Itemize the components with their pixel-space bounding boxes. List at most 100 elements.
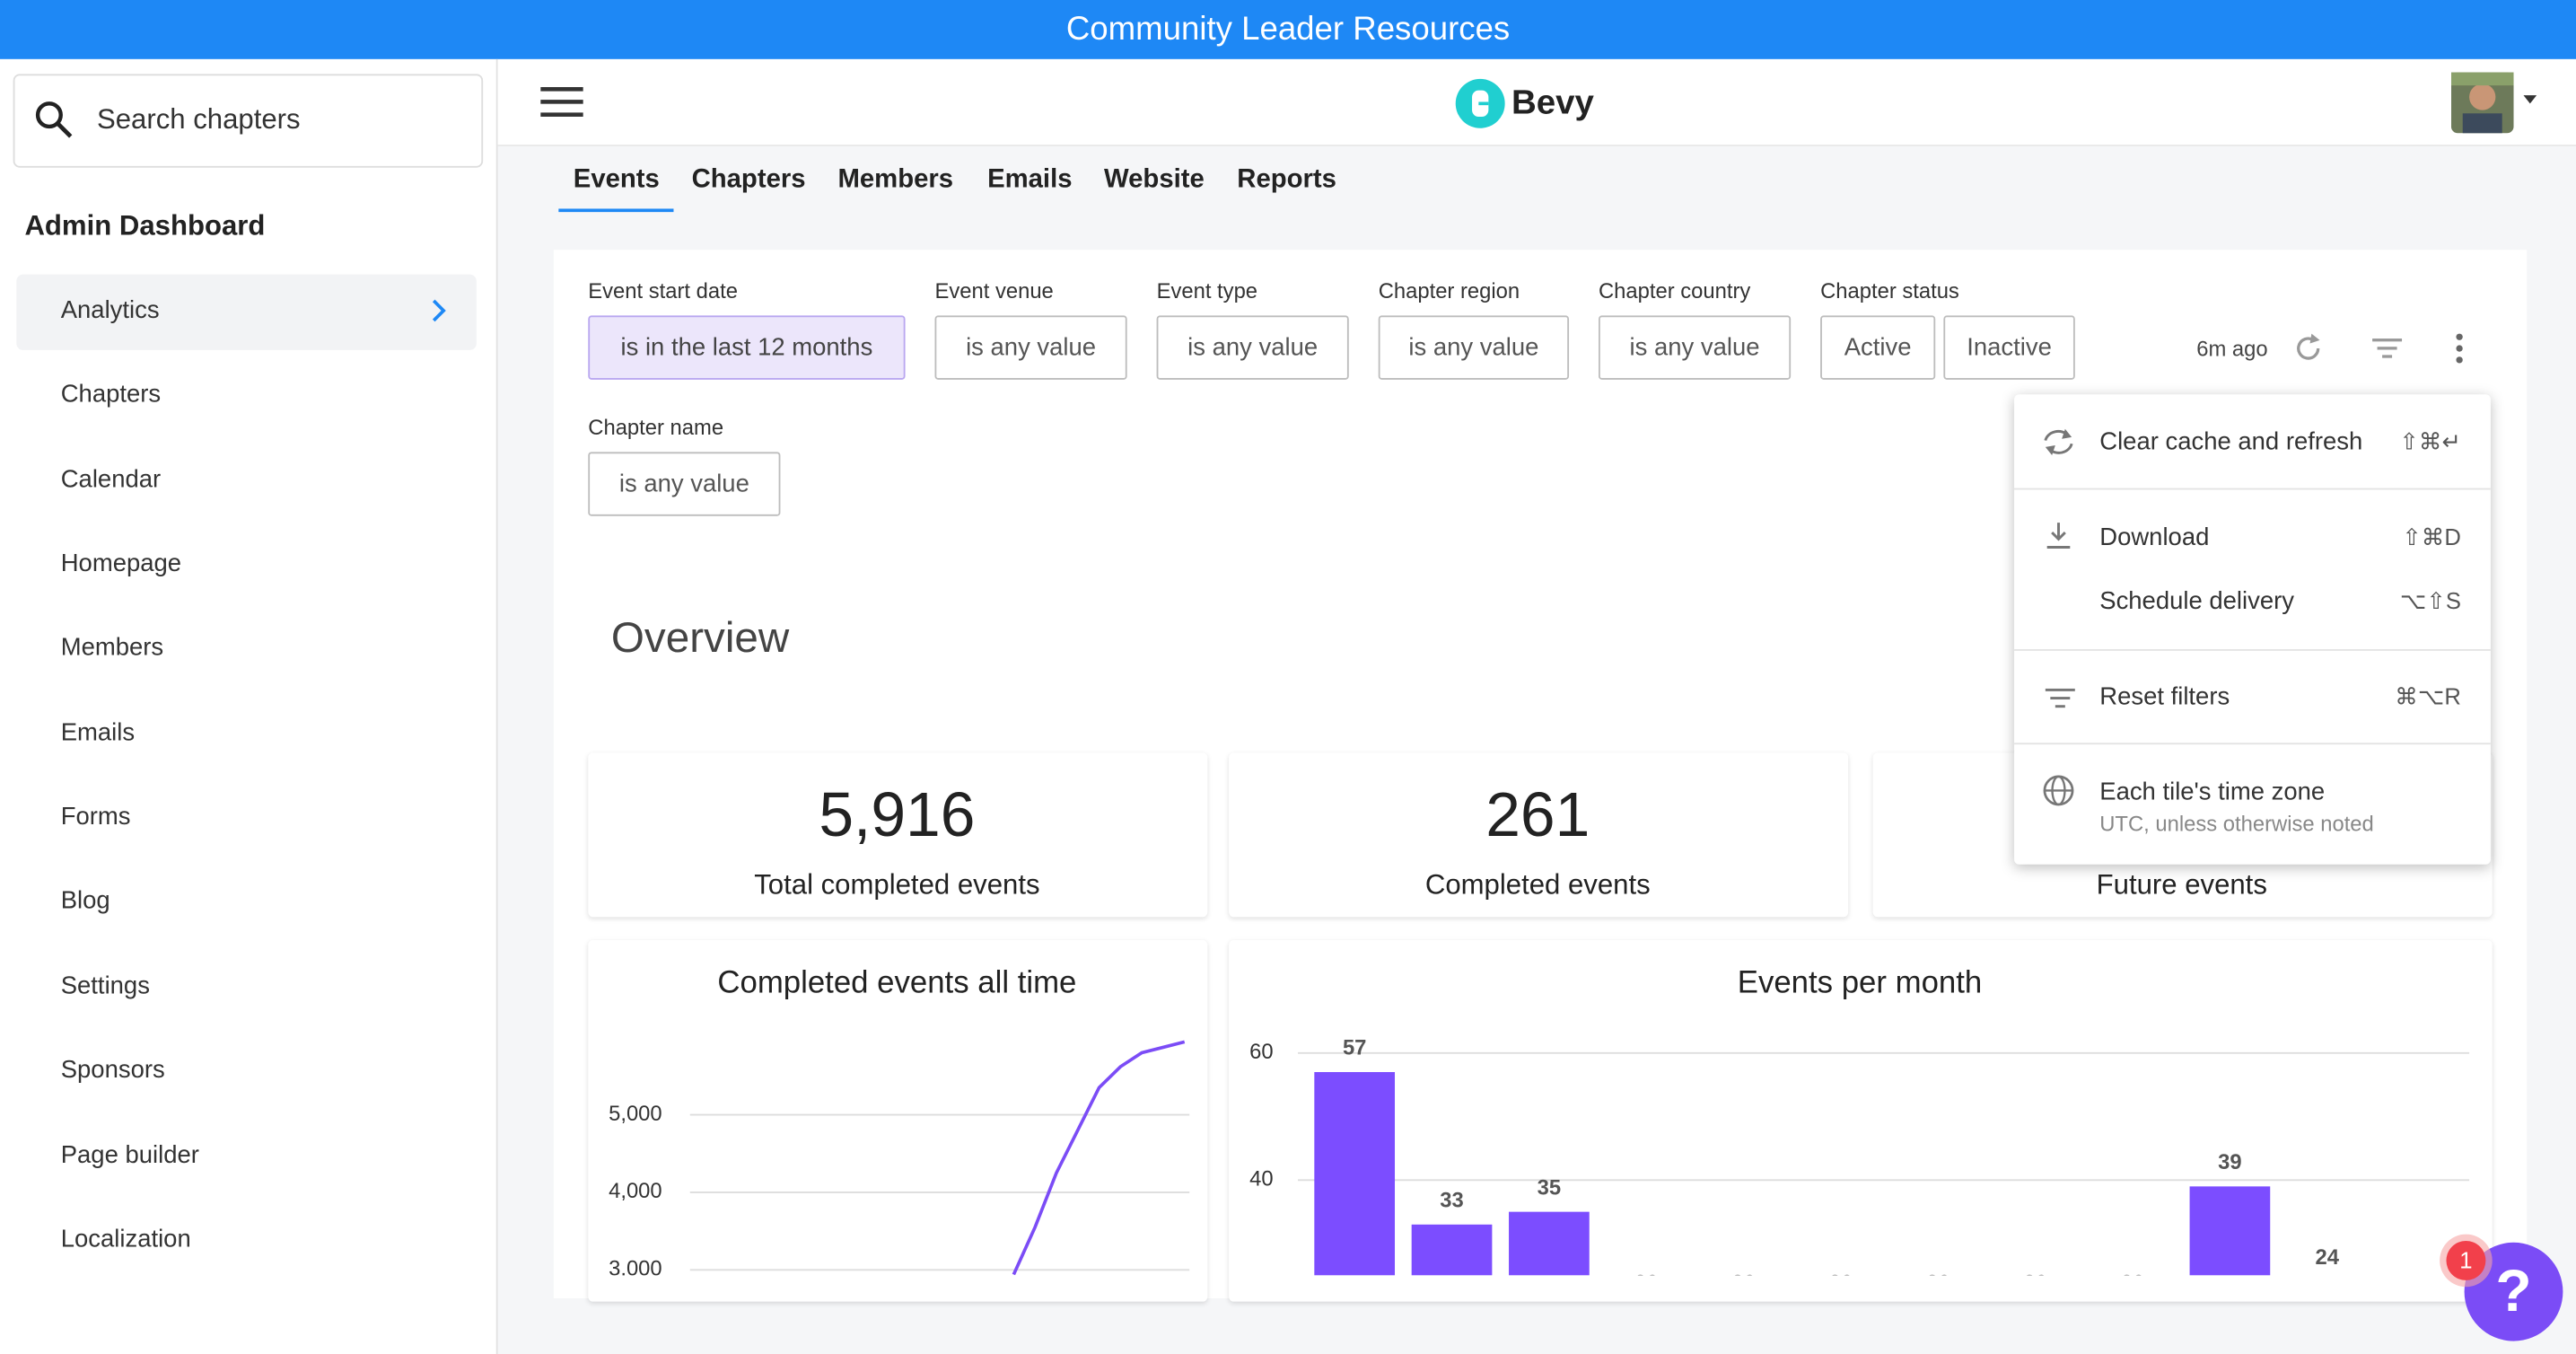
nav-item[interactable]: Blog — [60, 887, 110, 916]
line-chart-tile — [588, 939, 1208, 1302]
nav-item[interactable]: Forms — [60, 803, 131, 831]
tab[interactable]: Events — [573, 165, 660, 194]
nav-item[interactable]: Page builder — [60, 1140, 199, 1169]
updated-time: 6m ago — [2196, 336, 2268, 361]
bar-value-label: 24 — [2316, 1245, 2340, 1270]
logo-text: Bevy — [1511, 84, 1594, 122]
bar-value-label: 33 — [1440, 1188, 1463, 1212]
kpi-label: Total completed events — [754, 869, 1040, 901]
line-series — [1012, 1040, 1186, 1276]
bar-value-label: 20 — [2121, 1270, 2144, 1275]
nav-item[interactable]: Sponsors — [60, 1056, 165, 1085]
search-placeholder: Search chapters — [96, 103, 301, 136]
sidebar-heading: Admin Dashboard — [24, 210, 266, 242]
bar — [1509, 1211, 1590, 1276]
kpi-value: 261 — [1485, 781, 1590, 851]
bar — [2189, 1186, 2271, 1276]
bar-value-label: 39 — [2218, 1150, 2241, 1174]
filter-chip[interactable]: Active — [1820, 315, 1936, 380]
search-box[interactable] — [13, 74, 484, 168]
menu-item[interactable]: Clear cache and refresh — [2099, 427, 2363, 456]
bar-value-label: 57 — [1343, 1036, 1366, 1060]
filter-icon — [2045, 688, 2075, 708]
section-title: Overview — [610, 611, 790, 662]
divider — [2014, 488, 2491, 490]
nav-item[interactable]: Chapters — [60, 381, 162, 409]
nav-item[interactable]: Calendar — [60, 465, 162, 494]
filter-chip[interactable]: is any value — [934, 315, 1127, 380]
nav-item[interactable]: Analytics — [60, 296, 160, 325]
notification-badge: 1 — [2459, 1249, 2472, 1274]
y-tick-label: 40 — [1249, 1167, 1273, 1191]
top-header — [497, 58, 2576, 146]
divider — [2014, 743, 2491, 745]
filter-chip[interactable]: is in the last 12 months — [588, 315, 906, 380]
search-icon — [35, 101, 73, 138]
menu-shortcut: ⌘⌥R — [2395, 682, 2461, 709]
y-tick-label: 3,000 — [609, 1257, 662, 1276]
menu-shortcut: ⇧⌘↵ — [2399, 427, 2461, 455]
download-icon — [2046, 523, 2071, 549]
more-button[interactable] — [2448, 332, 2471, 365]
bar-value-label: 20 — [2023, 1270, 2046, 1275]
bar-value-label: 20 — [1731, 1270, 1755, 1275]
tab[interactable]: Emails — [987, 165, 1073, 194]
menu-shortcut: ⇧⌘D — [2402, 523, 2461, 550]
kpi-value: 5,916 — [819, 781, 976, 851]
line-chart: Completed events all time 3,000 4,000 5,00… — [609, 966, 1190, 1276]
filter-label: Chapter country — [1598, 278, 1751, 303]
tab[interactable]: Members — [837, 165, 954, 194]
active-nav-bg — [16, 274, 477, 350]
logo-icon — [1455, 78, 1505, 128]
nav-item[interactable]: Homepage — [60, 550, 182, 578]
menu-note: UTC, unless otherwise noted — [2099, 811, 2374, 836]
nav-item[interactable]: Emails — [60, 718, 136, 747]
menu-item[interactable]: Schedule delivery — [2099, 587, 2294, 616]
filter-label: Chapter name — [588, 415, 724, 440]
filter-label: Chapter region — [1378, 278, 1520, 303]
bar-chart: Events per month 40 60 57 33 35 20 20 20 20 20 20 3… — [1249, 966, 2470, 1276]
tab[interactable]: Reports — [1237, 165, 1336, 194]
help-widget[interactable]: ? 1 — [2431, 1226, 2576, 1354]
nav-item[interactable]: Settings — [60, 972, 150, 1000]
filter-chip[interactable]: is any value — [588, 452, 781, 516]
tab[interactable]: Website — [1104, 165, 1205, 194]
divider — [2014, 649, 2491, 651]
filter-chip[interactable]: is any value — [1598, 315, 1792, 380]
filter-chip[interactable]: is any value — [1378, 315, 1570, 380]
filter-label: Event venue — [934, 278, 1054, 303]
y-tick-label: 60 — [1249, 1040, 1273, 1064]
tab-underline — [558, 208, 674, 213]
y-tick-label: 5,000 — [609, 1102, 662, 1126]
kpi-label: Future events — [2096, 869, 2267, 901]
kpi-tile — [1229, 752, 1849, 918]
bar-value-label: 35 — [1538, 1175, 1561, 1200]
chart-title: Events per month — [1738, 966, 1982, 1000]
y-tick-label: 4,000 — [609, 1179, 662, 1203]
dropdown-menu: Clear cache and refresh ⇧⌘↵ Download ⇧⌘D… — [2014, 394, 2491, 865]
menu-item[interactable]: Download — [2099, 523, 2210, 552]
help-icon: ? — [2495, 1257, 2531, 1323]
filter-chip[interactable]: is any value — [1156, 315, 1349, 380]
nav-item[interactable]: Members — [60, 634, 164, 663]
filter-button[interactable] — [2370, 335, 2404, 361]
bar-value-label: 20 — [1926, 1270, 1950, 1275]
menu-toggle[interactable] — [540, 85, 583, 119]
refresh-button[interactable] — [2291, 332, 2325, 365]
nav-item[interactable]: Localization — [60, 1225, 191, 1253]
avatar[interactable] — [2450, 72, 2544, 136]
filter-label: Event start date — [588, 278, 738, 303]
banner: Community Leader Resources — [0, 0, 2576, 59]
menu-shortcut: ⌥⇧S — [2399, 587, 2461, 614]
kpi-tile — [588, 752, 1208, 918]
filter-label: Chapter status — [1820, 278, 1959, 303]
menu-item[interactable]: Each tile's time zone — [2099, 778, 2326, 806]
filter-chip[interactable]: Inactive — [1943, 315, 2075, 380]
filter-label: Event type — [1156, 278, 1258, 303]
chevron-icon — [432, 299, 446, 322]
menu-item[interactable]: Reset filters — [2099, 682, 2230, 711]
kpi-label: Completed events — [1424, 869, 1651, 901]
tab[interactable]: Chapters — [691, 165, 806, 194]
